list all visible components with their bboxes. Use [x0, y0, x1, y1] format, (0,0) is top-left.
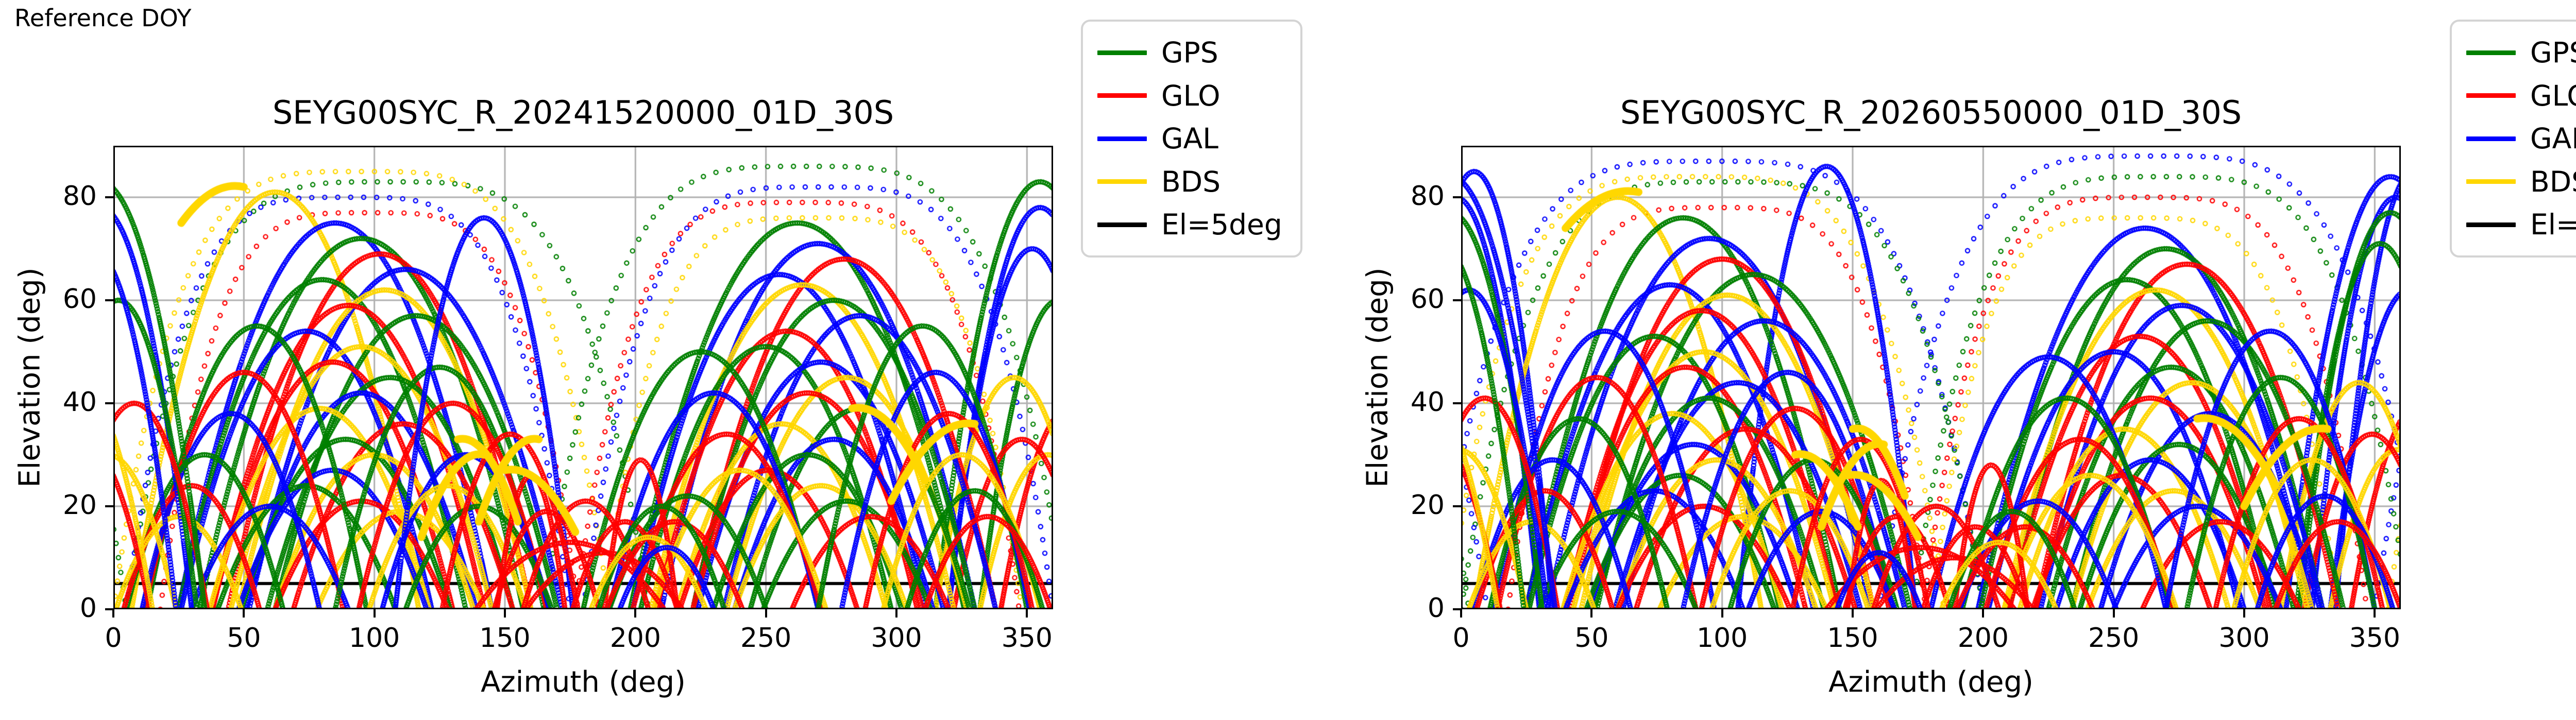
x-tick-mark — [634, 609, 637, 618]
x-tick-mark — [504, 609, 506, 618]
y-tick-label: 20 — [1410, 490, 1445, 521]
y-tick-label: 60 — [62, 284, 97, 315]
x-tick-label: 200 — [609, 623, 661, 654]
x-tick-mark — [2374, 609, 2376, 618]
x-tick-mark — [112, 609, 114, 618]
y-tick-label: 40 — [1410, 387, 1445, 418]
x-axis-label-left: Azimuth (deg) — [481, 665, 686, 699]
x-tick-label: 200 — [1957, 623, 2009, 654]
figure-header-reference-doy: Reference DOY — [14, 4, 192, 32]
legend-label-gal: GAL — [1161, 122, 1218, 155]
x-tick-label: 150 — [479, 623, 531, 654]
y-tick-mark — [105, 299, 113, 301]
legend-entry-gps: GPS — [1097, 36, 1285, 69]
legend-entry-el5: El=5deg — [1097, 208, 1285, 241]
legend-label-gal: GAL — [2530, 122, 2576, 155]
gal-line-swatch — [1097, 136, 1147, 141]
el5-line-swatch — [2466, 222, 2516, 227]
x-tick-label: 150 — [1827, 623, 1878, 654]
x-tick-mark — [1982, 609, 1985, 618]
legend-entry-glo: GLO — [2466, 79, 2576, 112]
y-tick-mark — [1453, 505, 1461, 507]
legend-entry-el5: El=5deg — [2466, 208, 2576, 241]
x-tick-mark — [895, 609, 897, 618]
plot-area-right — [1461, 146, 2401, 609]
x-tick-mark — [1590, 609, 1593, 618]
legend-entry-glo: GLO — [1097, 79, 1285, 112]
y-tick-label: 80 — [62, 181, 97, 212]
glo-line-swatch — [1097, 93, 1147, 98]
legend-label-bds: BDS — [1161, 165, 1221, 198]
bds-line-swatch — [1097, 179, 1147, 184]
gal-line-swatch — [2466, 136, 2516, 141]
legend-left: GPS GLO GAL BDS El=5deg — [1081, 20, 1302, 258]
y-tick-label: 0 — [79, 593, 97, 624]
x-tick-label: 250 — [2088, 623, 2140, 654]
legend-entry-gal: GAL — [2466, 122, 2576, 155]
y-tick-mark — [105, 608, 113, 610]
x-tick-label: 100 — [349, 623, 400, 654]
x-tick-label: 0 — [1452, 623, 1470, 654]
x-tick-mark — [1721, 609, 1723, 618]
y-tick-label: 60 — [1410, 284, 1445, 315]
legend-entry-bds: BDS — [1097, 165, 1285, 198]
legend-label-bds: BDS — [2530, 165, 2576, 198]
y-tick-mark — [1453, 402, 1461, 404]
legend-label-el5: El=5deg — [2530, 208, 2576, 241]
legend-label-gps: GPS — [2530, 36, 2576, 69]
legend-entry-gal: GAL — [1097, 122, 1285, 155]
glo-line-swatch — [2466, 93, 2516, 98]
legend-entry-gps: GPS — [2466, 36, 2576, 69]
y-tick-mark — [105, 402, 113, 404]
x-tick-label: 350 — [1001, 623, 1053, 654]
y-tick-mark — [105, 196, 113, 198]
el5-line-swatch — [1097, 222, 1147, 227]
x-tick-label: 0 — [105, 623, 122, 654]
x-tick-mark — [2243, 609, 2245, 618]
plot-title-right: SEYG00SYC_R_20260550000_01D_30S — [1620, 94, 2242, 131]
x-tick-label: 300 — [2218, 623, 2270, 654]
x-axis-label-right: Azimuth (deg) — [1828, 665, 2033, 699]
x-tick-mark — [373, 609, 376, 618]
plot-area-left — [113, 146, 1053, 609]
y-tick-mark — [1453, 608, 1461, 610]
y-tick-label: 0 — [1427, 593, 1445, 624]
x-tick-mark — [765, 609, 767, 618]
x-tick-label: 250 — [740, 623, 792, 654]
y-tick-mark — [105, 505, 113, 507]
legend-label-glo: GLO — [2530, 79, 2576, 112]
x-tick-label: 50 — [1574, 623, 1609, 654]
y-tick-label: 80 — [1410, 181, 1445, 212]
x-tick-mark — [1460, 609, 1462, 618]
legend-label-el5: El=5deg — [1161, 208, 1282, 241]
legend-label-glo: GLO — [1161, 79, 1221, 112]
x-tick-label: 300 — [871, 623, 922, 654]
x-tick-mark — [1026, 609, 1028, 618]
bds-line-swatch — [2466, 179, 2516, 184]
y-tick-mark — [1453, 196, 1461, 198]
legend-entry-bds: BDS — [2466, 165, 2576, 198]
x-tick-mark — [243, 609, 245, 618]
x-tick-label: 350 — [2349, 623, 2400, 654]
plot-title-left: SEYG00SYC_R_20241520000_01D_30S — [272, 94, 894, 131]
y-tick-mark — [1453, 299, 1461, 301]
x-tick-mark — [2112, 609, 2115, 618]
legend-right: GPS GLO GAL BDS El=5deg — [2450, 20, 2576, 258]
y-tick-label: 20 — [62, 490, 97, 521]
legend-label-gps: GPS — [1161, 36, 1218, 69]
gps-line-swatch — [2466, 50, 2516, 55]
x-tick-label: 100 — [1697, 623, 1748, 654]
x-tick-label: 50 — [227, 623, 261, 654]
x-tick-mark — [1852, 609, 1854, 618]
y-tick-label: 40 — [62, 387, 97, 418]
gps-line-swatch — [1097, 50, 1147, 55]
